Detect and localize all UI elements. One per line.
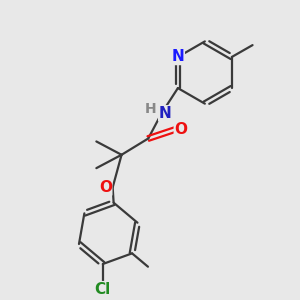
Text: H: H bbox=[145, 102, 156, 116]
Text: Cl: Cl bbox=[95, 282, 111, 297]
Text: N: N bbox=[172, 50, 184, 64]
Text: O: O bbox=[174, 122, 188, 137]
Text: O: O bbox=[99, 180, 112, 195]
Text: N: N bbox=[159, 106, 172, 121]
